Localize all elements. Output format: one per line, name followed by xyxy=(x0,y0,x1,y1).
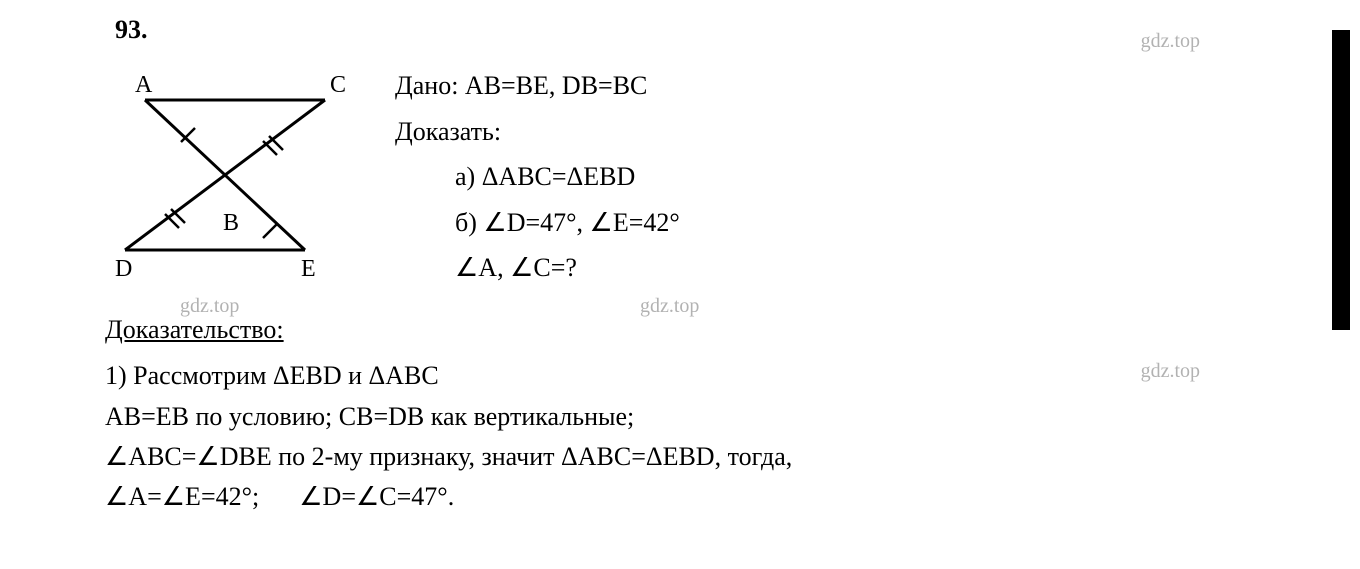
proof-step-4: ∠A=∠E=42°; ∠D=∠C=47°. xyxy=(105,477,792,517)
label-E: E xyxy=(301,256,316,282)
prove-a-label: а) xyxy=(455,162,482,191)
prove-heading: Доказать: xyxy=(395,111,680,153)
label-C: C xyxy=(330,72,346,98)
prove-question: ∠A, ∠C=? xyxy=(455,247,680,289)
proof-step-1-prefix: 1) xyxy=(105,361,133,390)
proof-heading: Доказательство: xyxy=(105,310,792,350)
proof-step-2: AB=EB по условию; CB=DB как вертикальные… xyxy=(105,397,792,437)
geometry-diagram: A C D E B xyxy=(105,60,365,290)
proof-section: Доказательство: 1) Рассмотрим ΔEBD и ΔAB… xyxy=(105,310,792,517)
label-B: B xyxy=(223,210,239,236)
prove-b-label: б) xyxy=(455,208,483,237)
diagram-svg: A C D E B xyxy=(105,60,365,290)
prove-item-b: б) ∠D=47°, ∠E=42° xyxy=(455,202,680,244)
proof-step-4a: ∠A=∠E=42°; xyxy=(105,482,259,511)
tick-BE xyxy=(263,224,277,238)
prove-q-text: ∠A, ∠C=? xyxy=(455,253,577,282)
label-A: A xyxy=(135,72,153,98)
proof-step-1: 1) Рассмотрим ΔEBD и ΔABC xyxy=(105,356,792,396)
tick-DB xyxy=(165,209,185,228)
given-prefix: Дано: xyxy=(395,71,465,100)
proof-step-1-text: Рассмотрим ΔEBD и ΔABC xyxy=(133,361,439,390)
prove-b-text: ∠D=47°, ∠E=42° xyxy=(483,208,679,237)
given-text: AB=BE, DB=BC xyxy=(465,71,647,100)
given-line-1: Дано: AB=BE, DB=BC xyxy=(395,65,680,107)
page-edge-mark xyxy=(1332,30,1350,330)
watermark: gdz.top xyxy=(1141,360,1200,383)
tick-CB xyxy=(263,136,283,155)
proof-step-3: ∠ABC=∠DBE по 2-му признаку, значит ΔABC=… xyxy=(105,437,792,477)
problem-number: 93. xyxy=(115,15,148,45)
watermark: gdz.top xyxy=(1141,30,1200,53)
label-D: D xyxy=(115,256,132,282)
prove-item-a: а) ΔABC=ΔEBD xyxy=(455,156,680,198)
prove-a-text: ΔABC=ΔEBD xyxy=(482,162,636,191)
given-block: Дано: AB=BE, DB=BC Доказать: а) ΔABC=ΔEB… xyxy=(395,65,680,293)
proof-step-4b: ∠D=∠C=47°. xyxy=(299,482,454,511)
